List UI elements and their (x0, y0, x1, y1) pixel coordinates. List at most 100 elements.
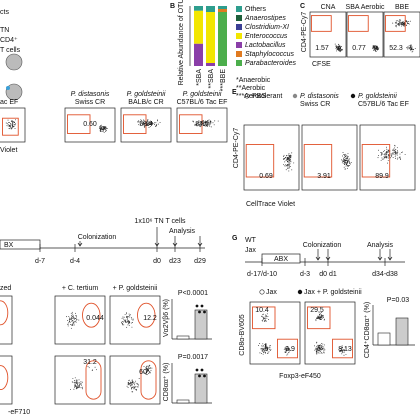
event-dot (131, 382, 133, 384)
event-dot (78, 384, 80, 386)
event-dot (318, 346, 320, 348)
event-dot (347, 158, 349, 160)
event-dot (285, 159, 287, 161)
event-dot (12, 123, 14, 125)
gate-value: 58.4 (139, 121, 153, 128)
event-dot (395, 24, 397, 26)
event-dot (265, 316, 267, 317)
event-dot (342, 151, 344, 153)
event-dot (209, 121, 211, 123)
event-dot (338, 43, 340, 45)
event-dot (198, 125, 200, 127)
event-dot (347, 156, 349, 157)
bar-segment (218, 6, 227, 9)
arrow (172, 236, 178, 247)
gate-value: 0.60 (83, 121, 97, 128)
p-value: P=0.03 (387, 297, 409, 304)
event-dot (393, 153, 395, 155)
event-dot (409, 47, 411, 49)
event-dot (67, 320, 69, 322)
axis-label: CD8α-BV605 (239, 314, 246, 356)
event-dot (320, 348, 322, 349)
event-dot (132, 322, 133, 323)
event-dot (319, 317, 320, 319)
event-dot (262, 319, 264, 320)
event-dot (136, 382, 138, 384)
event-dot (76, 384, 78, 386)
event-dot (200, 121, 202, 123)
event-dot (134, 382, 136, 384)
timeline-day: d0 d1 (319, 271, 337, 278)
event-dot (318, 316, 320, 318)
event-dot (386, 153, 387, 155)
event-dot (316, 352, 318, 354)
event-dot (372, 45, 374, 46)
event-dot (156, 124, 157, 125)
event-dot (285, 156, 287, 158)
event-dot (103, 126, 105, 128)
event-dot (348, 160, 350, 162)
event-dot (387, 154, 389, 155)
event-dot (203, 124, 205, 126)
gate (332, 338, 353, 359)
event-dot (266, 313, 268, 315)
event-dot (149, 371, 151, 373)
event-dot (15, 123, 17, 125)
event-dot (407, 23, 409, 25)
event-dot (146, 372, 148, 374)
event-dot (410, 44, 412, 46)
event-dot (155, 125, 157, 127)
event-dot (74, 386, 76, 388)
label: CD4⁺ (0, 37, 18, 44)
event-dot (337, 48, 338, 50)
event-dot (323, 348, 325, 350)
timeline-label: BX (4, 242, 14, 249)
event-dot (74, 384, 76, 386)
event-dot (100, 124, 102, 126)
event-dot (402, 22, 404, 24)
legend-label: Lactobacillus (245, 42, 286, 49)
event-dot (68, 315, 70, 317)
event-dot (199, 126, 201, 128)
gate-value: 31.2 (83, 359, 97, 366)
event-dot (131, 386, 133, 388)
event-dot (133, 382, 135, 384)
sample-dot (195, 368, 199, 372)
event-dot (125, 321, 127, 323)
event-dot (319, 352, 321, 354)
event-dot (286, 349, 288, 351)
event-dot (339, 349, 341, 351)
event-dot (397, 150, 398, 152)
event-dot (72, 381, 74, 383)
event-dot (130, 385, 131, 387)
plot-title: C57BL/6 Tac EF (177, 99, 228, 106)
event-dot (286, 164, 288, 165)
event-dot (129, 383, 131, 385)
event-dot (339, 351, 340, 353)
event-dot (346, 164, 348, 166)
event-dot (99, 130, 101, 132)
event-dot (75, 315, 77, 317)
event-dot (265, 320, 267, 321)
event-dot (396, 153, 398, 155)
event-dot (285, 165, 287, 167)
event-dot (375, 50, 377, 52)
event-dot (140, 119, 142, 121)
event-dot (72, 377, 74, 379)
event-dot (385, 156, 387, 158)
event-dot (287, 158, 289, 160)
event-dot (385, 153, 387, 155)
event-dot (74, 377, 76, 379)
plot-title: P. goldsteinii (127, 91, 166, 98)
event-dot (315, 347, 317, 349)
event-dot (388, 149, 390, 151)
bar (194, 373, 208, 404)
event-dot (262, 343, 264, 345)
event-dot (323, 351, 325, 353)
event-dot (323, 346, 325, 348)
event-dot (285, 169, 287, 171)
event-dot (288, 153, 290, 155)
event-dot (350, 162, 352, 164)
event-dot (210, 126, 212, 128)
event-dot (70, 388, 71, 390)
